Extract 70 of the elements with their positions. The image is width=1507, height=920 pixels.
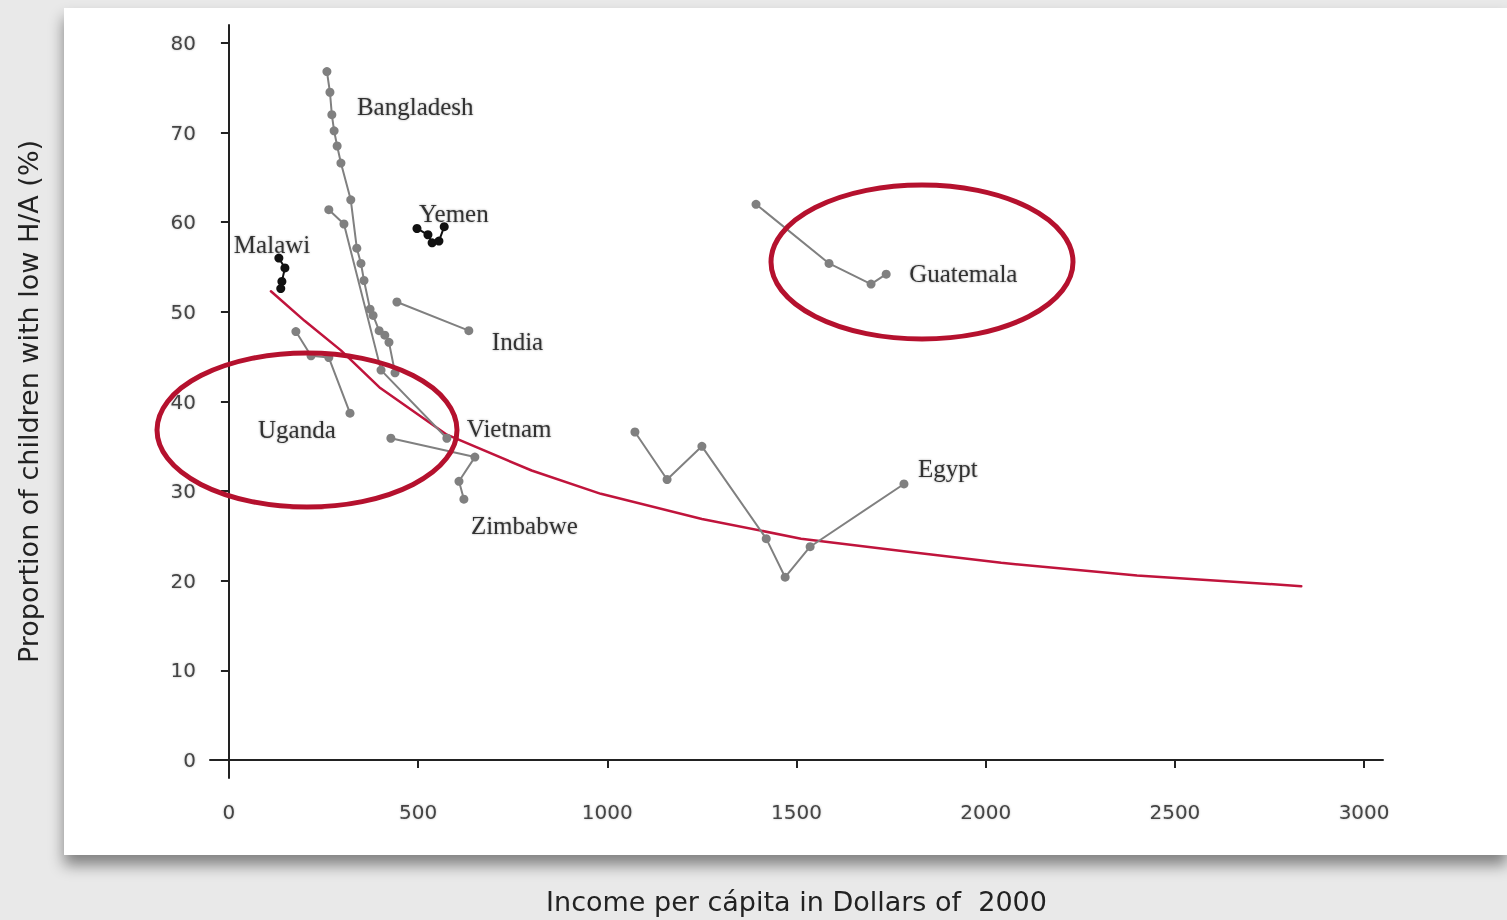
point	[325, 87, 335, 97]
x-axis-title: Income per cápita in Dollars of 2000	[546, 886, 1047, 917]
point	[386, 433, 396, 443]
point	[384, 337, 394, 347]
series-label: Yemen	[418, 199, 490, 227]
point	[345, 408, 355, 418]
point	[899, 479, 909, 489]
series-label: Bangladesh	[356, 92, 475, 120]
point	[276, 284, 286, 294]
point	[368, 310, 378, 320]
point	[280, 263, 290, 273]
y-tick-label: 20	[170, 568, 196, 593]
point	[824, 258, 834, 268]
y-tick-label: 10	[170, 658, 196, 683]
point	[359, 275, 369, 285]
series-label: Malawi	[233, 230, 311, 258]
point	[352, 243, 362, 253]
point	[329, 126, 339, 136]
point	[376, 365, 386, 375]
y-tick-label: 70	[170, 120, 196, 145]
point	[380, 330, 390, 340]
point	[454, 476, 464, 486]
point	[805, 542, 815, 552]
point	[392, 297, 402, 307]
point	[470, 452, 480, 462]
y-tick-label: 0	[183, 748, 196, 773]
point	[442, 433, 452, 443]
point	[662, 474, 672, 484]
point	[332, 141, 342, 151]
y-tick-label: 40	[170, 389, 196, 414]
point	[423, 230, 433, 240]
series-label: Zimbabwe	[470, 511, 578, 539]
point	[434, 236, 444, 246]
point	[274, 253, 284, 263]
point	[356, 258, 366, 268]
point	[291, 327, 301, 337]
point	[324, 205, 334, 215]
point	[412, 223, 422, 233]
x-tick-label: 3000	[1338, 800, 1390, 824]
point	[751, 199, 761, 209]
series-label: Uganda	[258, 415, 336, 443]
point	[327, 110, 337, 120]
point	[761, 534, 771, 544]
x-tick-label: 2500	[1149, 800, 1201, 824]
point	[336, 158, 346, 168]
series-label: Vietnam	[466, 414, 553, 442]
x-tick-label: 500	[399, 800, 438, 824]
y-tick-label: 50	[170, 299, 196, 324]
point	[459, 494, 469, 504]
point	[346, 195, 356, 205]
point	[464, 326, 474, 336]
point	[881, 269, 891, 279]
y-tick-label: 60	[170, 210, 196, 235]
point	[322, 67, 332, 77]
point	[630, 427, 640, 437]
y-axis-title: Proportion of children with low H/A (%)	[13, 139, 44, 664]
x-tick-label: 1000	[581, 800, 633, 824]
y-tick-label: 30	[170, 479, 196, 504]
x-tick-label: 2000	[960, 800, 1012, 824]
y-tick-label: 80	[170, 30, 196, 55]
x-tick-label: 0	[222, 800, 236, 824]
point	[339, 219, 349, 229]
point	[697, 441, 707, 451]
series-label: Egypt	[917, 455, 978, 483]
x-tick-label: 1500	[771, 800, 822, 824]
point	[439, 222, 449, 232]
point	[866, 279, 876, 289]
series-label: India	[491, 328, 544, 356]
series-label: Guatemala	[909, 259, 1018, 287]
point	[780, 572, 790, 582]
